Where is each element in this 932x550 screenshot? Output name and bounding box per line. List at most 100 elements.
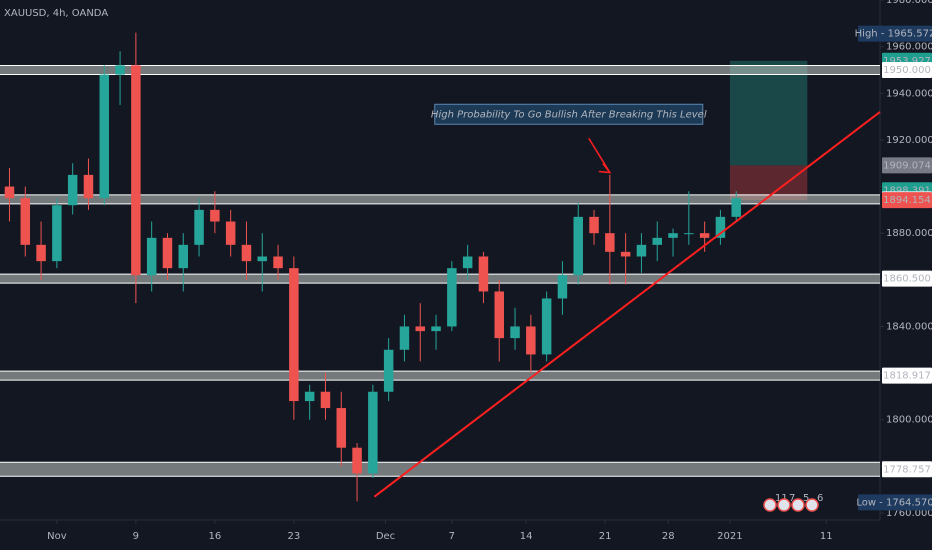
candle-body	[99, 74, 110, 199]
candle-body	[605, 233, 615, 252]
x-tick-label: 9	[133, 531, 139, 542]
event-icon	[805, 498, 819, 512]
price-badge-label: 1909.074	[883, 160, 931, 171]
x-tick-label: 23	[287, 531, 300, 542]
candle-body	[526, 326, 536, 355]
y-tick-label: 1760.000	[886, 508, 932, 519]
candle-body	[368, 391, 378, 474]
y-tick-label: 1940.000	[886, 88, 932, 99]
event-count: 5	[803, 493, 809, 504]
price-badge-label: 1898.391	[883, 185, 931, 196]
price-badge	[882, 461, 932, 478]
candle-body	[715, 216, 726, 238]
event-icon	[777, 498, 791, 512]
candle-body	[415, 326, 425, 332]
price-badge-label: 1860.500	[883, 274, 931, 285]
price-badge	[882, 61, 932, 78]
candle-body	[304, 391, 315, 402]
candle-body	[510, 326, 520, 339]
price-badge-label: 1778.757	[883, 464, 931, 475]
candle-body	[36, 244, 46, 262]
candle-body	[320, 391, 331, 409]
candle-body	[652, 237, 662, 245]
x-tick-label: Dec	[376, 531, 395, 542]
x-tick-label: 16	[208, 531, 221, 542]
y-tick-label: 1880.000	[886, 228, 932, 239]
annotation-arrow	[588, 137, 612, 174]
trendline	[373, 111, 881, 498]
price-badge	[858, 25, 932, 42]
level-zone	[0, 462, 880, 477]
candle-body	[146, 237, 157, 276]
candle-body	[241, 244, 252, 262]
x-tick-label: 21	[599, 531, 612, 542]
candle-body	[273, 256, 283, 269]
candle-body	[336, 408, 346, 448]
candle-body	[668, 233, 678, 238]
event-count: 11	[775, 493, 788, 504]
candle-body	[4, 186, 15, 199]
annotation-box	[434, 103, 704, 125]
candle-body	[589, 216, 599, 234]
y-tick-label: 1840.000	[886, 321, 932, 332]
candle-body	[383, 349, 394, 392]
candle-body	[399, 326, 410, 350]
event-count: 7	[789, 493, 795, 504]
event-icon	[763, 498, 777, 512]
level-zone	[0, 194, 880, 204]
position-profit-zone	[729, 60, 808, 166]
candle-body	[210, 209, 220, 222]
y-tick-label: 1800.000	[886, 415, 932, 426]
candle-body	[731, 198, 741, 217]
candle-body	[289, 268, 299, 402]
x-tick-label: 7	[449, 531, 455, 542]
level-zone	[0, 274, 880, 284]
event-icon	[791, 498, 805, 512]
candle-body	[684, 233, 694, 235]
price-badge	[882, 367, 932, 384]
price-badge	[882, 157, 932, 174]
price-badge	[882, 270, 932, 287]
candle-body	[573, 216, 583, 276]
candle-body	[178, 244, 189, 269]
x-tick-label: 2021	[717, 531, 742, 542]
price-badge	[858, 494, 932, 511]
candle-body	[67, 174, 78, 206]
candle-body	[52, 205, 62, 262]
price-badge-label: 1953.927	[883, 56, 931, 67]
candle-body	[257, 256, 268, 262]
y-tick-label: 1980.000	[886, 0, 932, 6]
candle-body	[478, 256, 489, 292]
candle-body	[494, 291, 504, 339]
price-badge-label: High - 1965.572	[855, 29, 932, 40]
price-badge-label: 1818.917	[883, 371, 931, 382]
annotation: High Probability To Go Bullish After Bre…	[431, 109, 707, 120]
candle-body	[352, 447, 362, 474]
candle-body	[541, 298, 552, 355]
candle-body	[699, 233, 710, 238]
candle-body	[162, 237, 173, 269]
candle-body	[20, 198, 31, 245]
candle-body	[225, 221, 236, 245]
price-badge-label: 1894.154	[883, 195, 931, 206]
candle-body	[447, 268, 457, 327]
candle-body	[131, 65, 141, 276]
candle-body	[557, 275, 568, 299]
candle-body	[620, 251, 631, 257]
chart-title: XAUUSD, 4h, OANDA	[4, 8, 108, 19]
event-count: 6	[817, 493, 823, 504]
candle-body	[194, 209, 204, 245]
level-zone	[0, 371, 880, 381]
candle-body	[83, 174, 94, 199]
level-zone	[0, 65, 880, 75]
candle-body	[462, 256, 473, 269]
candle-body	[431, 326, 441, 332]
price-badge-label: 1950.000	[883, 65, 931, 76]
y-tick-label: 1960.000	[886, 42, 932, 53]
price-badge-label: Low - 1764.570	[856, 497, 932, 508]
x-tick-label: 11	[820, 531, 833, 542]
y-tick-label: 1920.000	[886, 135, 932, 146]
x-tick-label: 28	[662, 531, 675, 542]
